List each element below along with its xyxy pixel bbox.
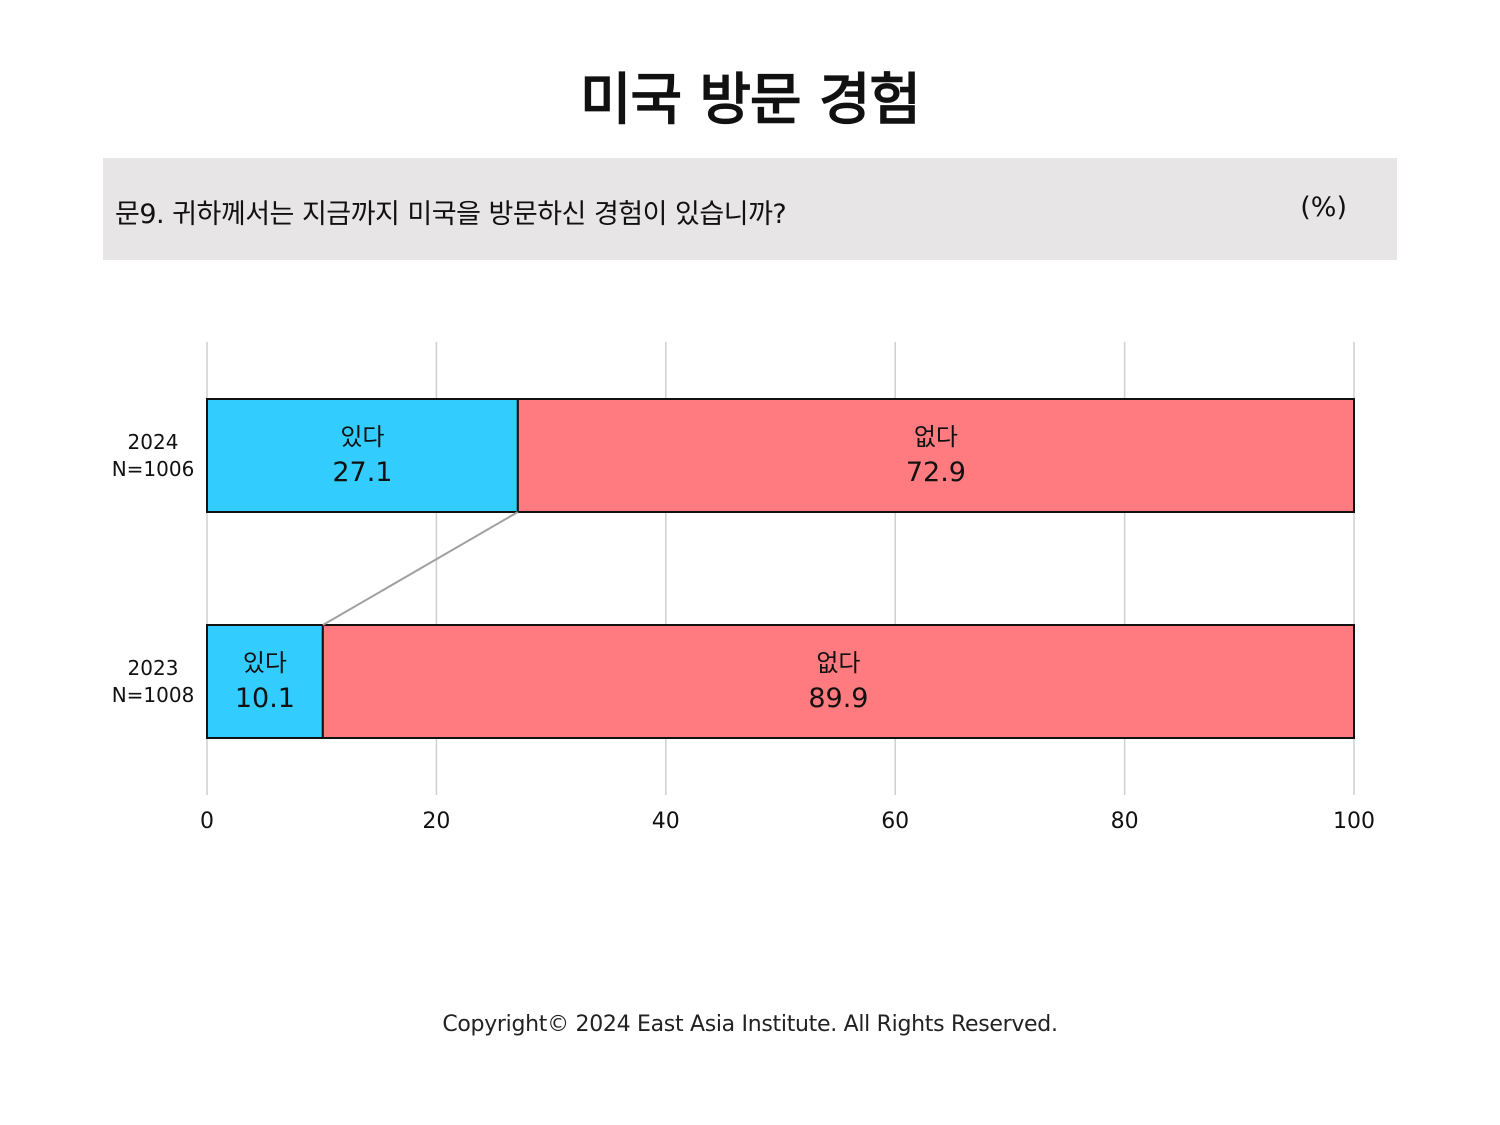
category-n-label: N=1008	[112, 683, 195, 707]
category-year-label: 2024	[128, 430, 179, 454]
data-label: 72.9	[906, 457, 966, 488]
segment-label: 없다	[914, 423, 958, 451]
question-text: 문9. 귀하께서는 지금까지 미국을 방문하신 경험이 있습니까?	[115, 199, 787, 230]
segment-label: 있다	[243, 649, 287, 677]
x-tick-label: 60	[881, 809, 909, 834]
bar-segment	[206, 624, 324, 739]
unit-label: (%)	[1300, 192, 1347, 223]
question-box: 문9. 귀하께서는 지금까지 미국을 방문하신 경험이 있습니까? (%)	[103, 158, 1397, 260]
copyright-footer: Copyright© 2024 East Asia Institute. All…	[442, 1012, 1058, 1037]
x-tick-label: 20	[422, 809, 450, 834]
data-label: 89.9	[808, 683, 868, 714]
category-n-label: N=1006	[112, 457, 195, 481]
bar-segment	[516, 398, 1355, 513]
x-tick-label: 80	[1111, 809, 1139, 834]
segment-label: 있다	[340, 423, 384, 451]
x-tick-label: 100	[1333, 809, 1375, 834]
x-tick-label: 40	[652, 809, 680, 834]
page-title: 미국 방문 경험	[579, 68, 921, 133]
data-label: 27.1	[332, 457, 392, 488]
x-tick-label: 0	[200, 809, 214, 834]
connector-line	[322, 511, 519, 626]
category-year-label: 2023	[128, 656, 179, 680]
bar-segment	[321, 624, 1355, 739]
bar-segment	[206, 398, 519, 513]
data-label: 10.1	[235, 683, 295, 714]
segment-label: 없다	[816, 649, 860, 677]
